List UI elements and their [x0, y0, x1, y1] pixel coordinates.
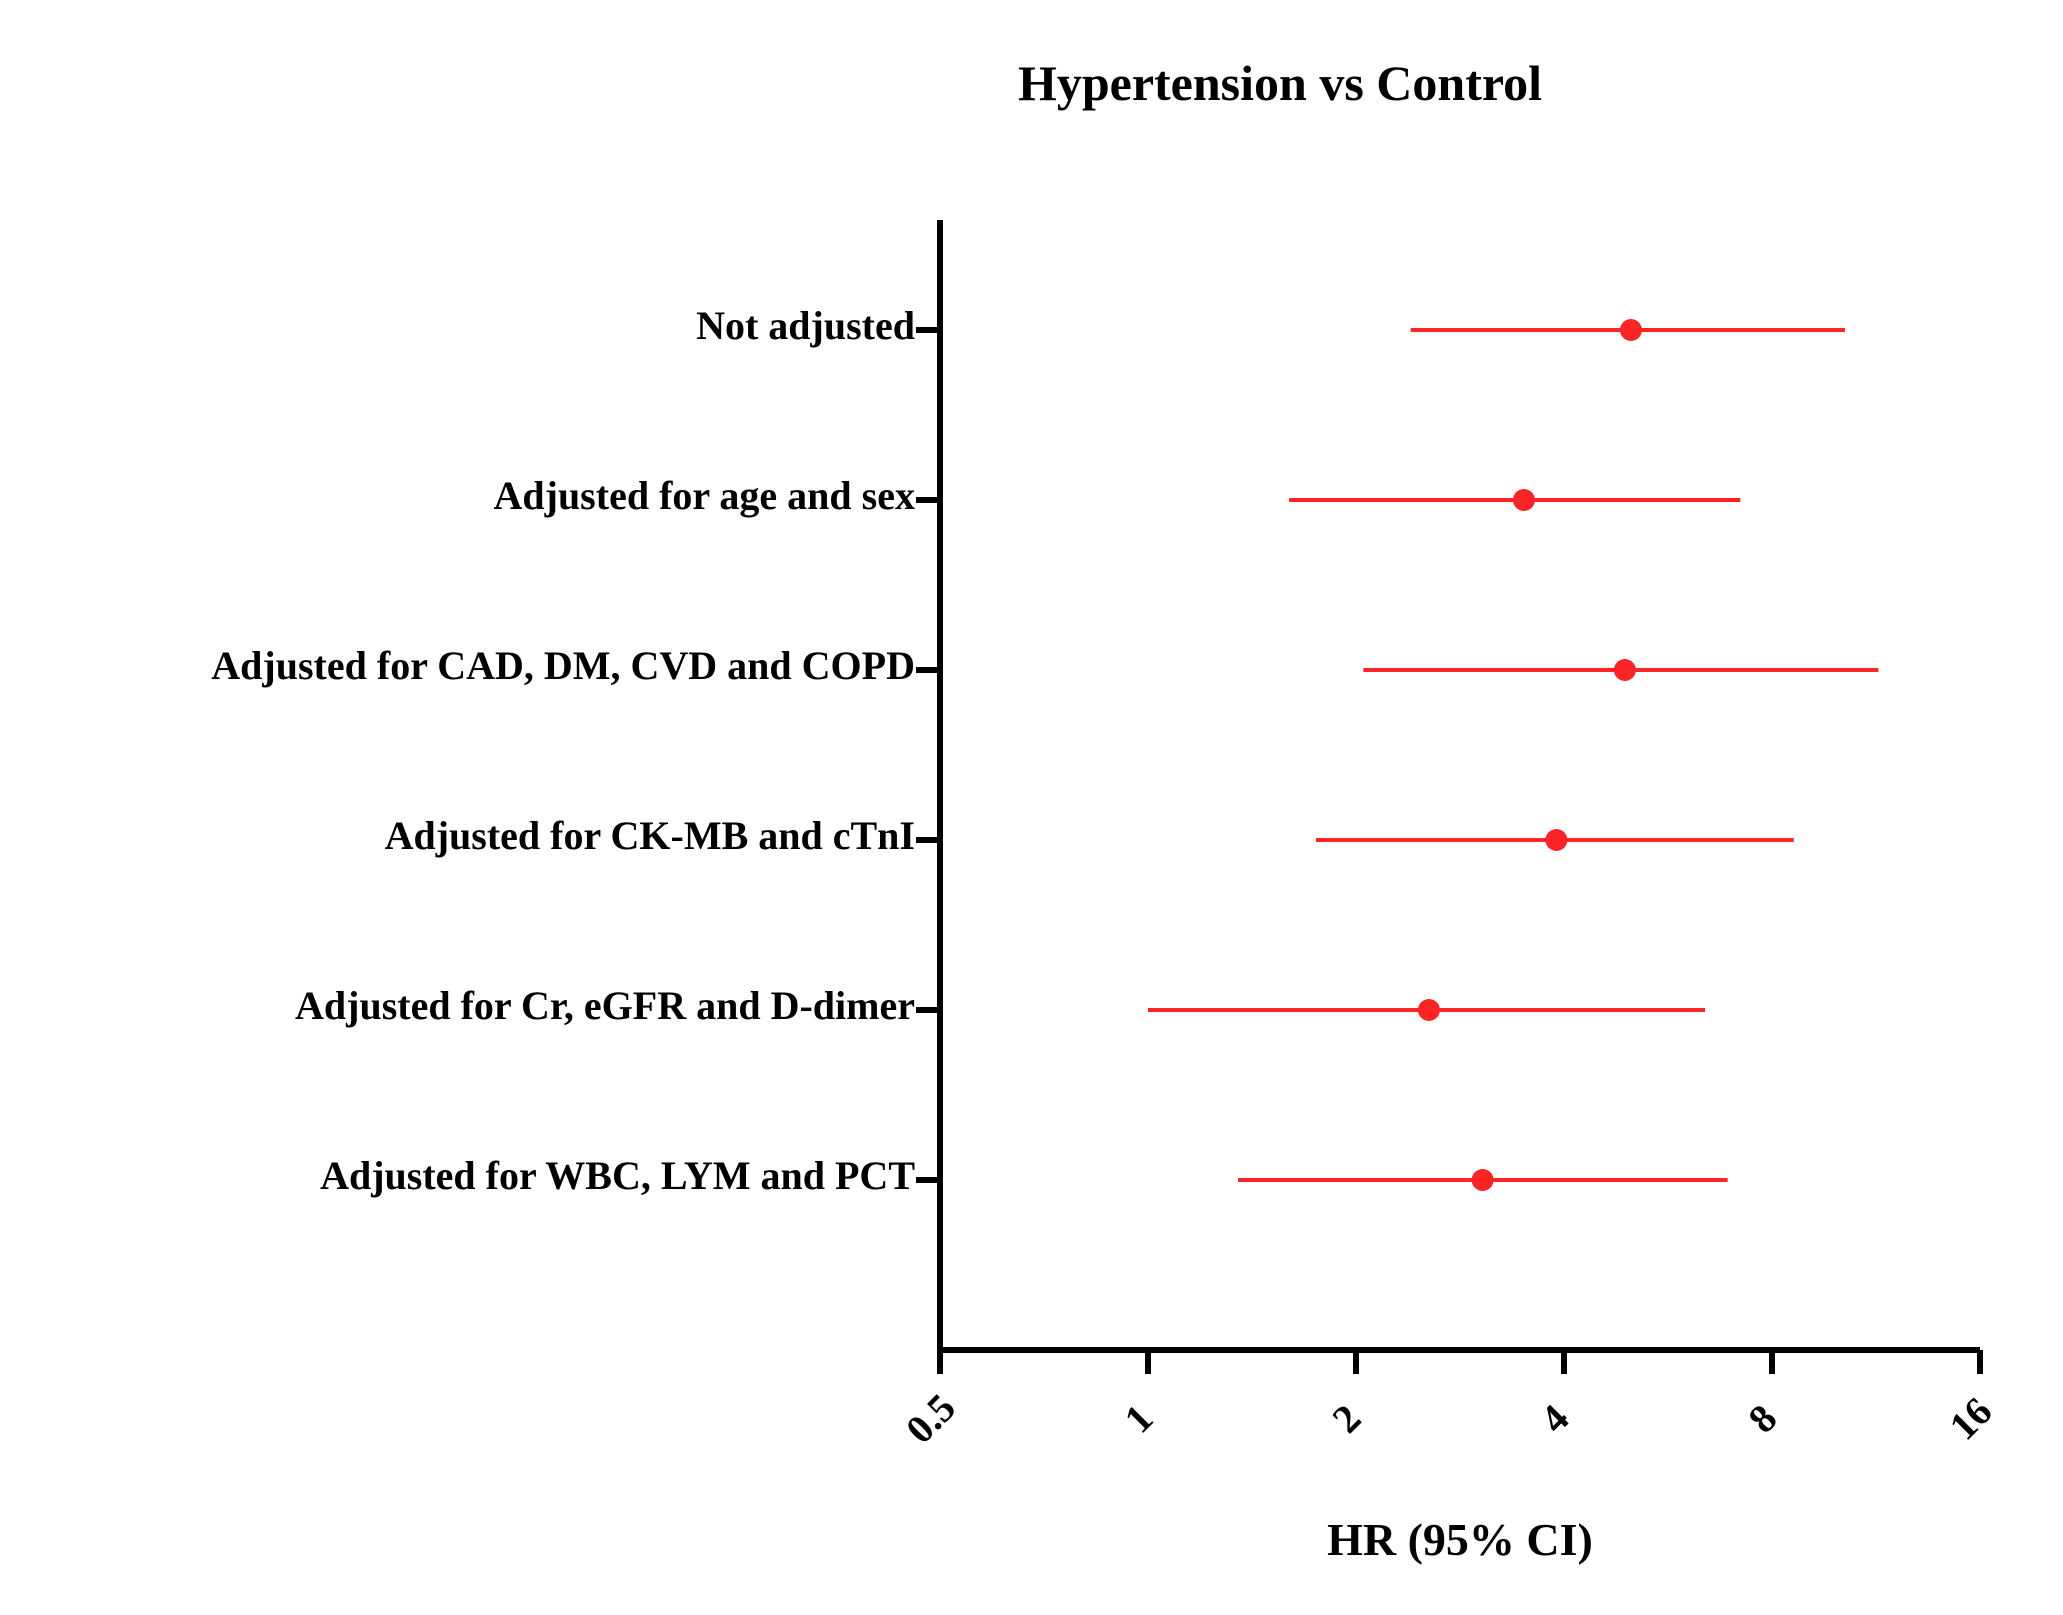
chart-title: Hypertension vs Control: [1018, 55, 1542, 111]
row-label: Adjusted for CK-MB and cTnI: [385, 813, 915, 858]
row-label: Adjusted for CAD, DM, CVD and COPD: [211, 643, 915, 688]
x-tick-label: 16: [1940, 1388, 2000, 1448]
row-label: Not adjusted: [696, 303, 915, 348]
row-label: Adjusted for Cr, eGFR and D-dimer: [295, 983, 915, 1028]
x-tick-label: 0.5: [897, 1385, 964, 1452]
x-tick-label: 8: [1739, 1395, 1785, 1441]
x-tick-label: 1: [1115, 1395, 1161, 1441]
hr-marker: [1620, 319, 1642, 341]
hr-marker: [1418, 999, 1440, 1021]
x-tick-label: 4: [1531, 1395, 1577, 1441]
x-axis-label: HR (95% CI): [1327, 1514, 1593, 1565]
hr-marker: [1545, 829, 1567, 851]
hr-marker: [1472, 1169, 1494, 1191]
row-label: Adjusted for WBC, LYM and PCT: [320, 1153, 915, 1198]
row-label: Adjusted for age and sex: [493, 473, 915, 518]
hr-marker: [1513, 489, 1535, 511]
hr-marker: [1614, 659, 1636, 681]
x-tick-label: 2: [1323, 1395, 1369, 1441]
forest-plot: Hypertension vs Control Not adjusted Adjus…: [0, 0, 2063, 1615]
